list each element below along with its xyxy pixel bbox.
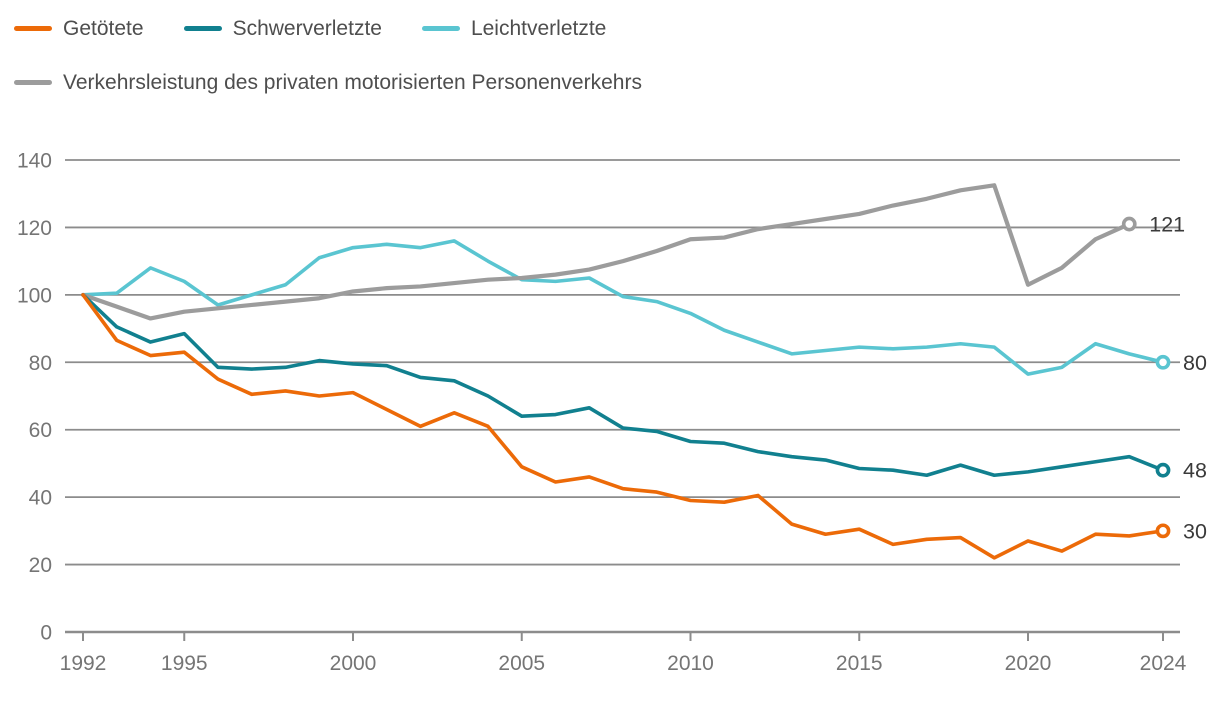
y-axis-label-100: 100 xyxy=(17,284,52,307)
legend-swatch-getoetete xyxy=(14,26,52,32)
legend-label-schwerverletzte: Schwerverletzte xyxy=(232,17,382,40)
x-axis-label-2015: 2015 xyxy=(836,652,883,675)
y-axis-label-60: 60 xyxy=(29,419,52,442)
y-axis-label-20: 20 xyxy=(29,554,52,577)
legend-swatch-verkehrsleistung xyxy=(14,80,52,86)
end-value-label-verkehrsleistung: 121 xyxy=(1149,213,1185,237)
chart-legend: Getötete Schwerverletzte Leichtverletzte… xyxy=(14,16,642,95)
legend-item-getoetete[interactable]: Getötete xyxy=(14,16,144,41)
end-marker-verkehrsleistung xyxy=(1121,216,1137,232)
y-axis-label-140: 140 xyxy=(17,150,52,173)
legend-label-leichtverletzte: Leichtverletzte xyxy=(470,17,607,40)
y-axis-label-120: 120 xyxy=(17,217,52,240)
end-marker-leichtverletzte xyxy=(1155,354,1171,370)
series-line-verkehrsleistung xyxy=(80,183,1132,321)
series-line-leichtverletzte xyxy=(81,239,1165,376)
legend-item-schwerverletzte[interactable]: Schwerverletzte xyxy=(183,16,382,41)
x-axis-label-2020: 2020 xyxy=(1005,652,1052,675)
x-axis-label-2010: 2010 xyxy=(667,652,714,675)
legend-row-2: Verkehrsleistung des privaten motorisier… xyxy=(14,70,642,95)
legend-item-leichtverletzte[interactable]: Leichtverletzte xyxy=(421,16,607,41)
x-axis-label-1992: 1992 xyxy=(60,652,107,675)
series-line-getoetete xyxy=(81,293,1165,560)
end-value-label-getoetete: 30 xyxy=(1183,519,1207,543)
end-marker-getoetete xyxy=(1155,523,1171,539)
legend-label-verkehrsleistung: Verkehrsleistung des privaten motorisier… xyxy=(63,71,642,95)
y-axis-label-40: 40 xyxy=(29,487,52,510)
y-axis-label-0: 0 xyxy=(40,622,52,645)
x-axis-label-2000: 2000 xyxy=(330,652,377,675)
legend-swatch-schwerverletzte xyxy=(183,26,222,32)
legend-item-verkehrsleistung[interactable]: Verkehrsleistung des privaten motorisier… xyxy=(14,70,642,95)
legend-row-1: Getötete Schwerverletzte Leichtverletzte xyxy=(14,16,642,41)
x-axis-label-1995: 1995 xyxy=(161,652,208,675)
x-axis-label-2005: 2005 xyxy=(498,652,545,675)
legend-label-getoetete: Getötete xyxy=(63,17,144,40)
legend-swatch-leichtverletzte xyxy=(421,26,460,32)
end-marker-schwerverletzte xyxy=(1155,462,1171,478)
x-axis-label-2024: 2024 xyxy=(1140,652,1187,675)
y-axis-label-80: 80 xyxy=(29,352,52,375)
end-value-label-leichtverletzte: 80 xyxy=(1183,351,1207,375)
end-value-label-schwerverletzte: 48 xyxy=(1183,459,1207,483)
series-line-schwerverletzte xyxy=(81,293,1165,478)
